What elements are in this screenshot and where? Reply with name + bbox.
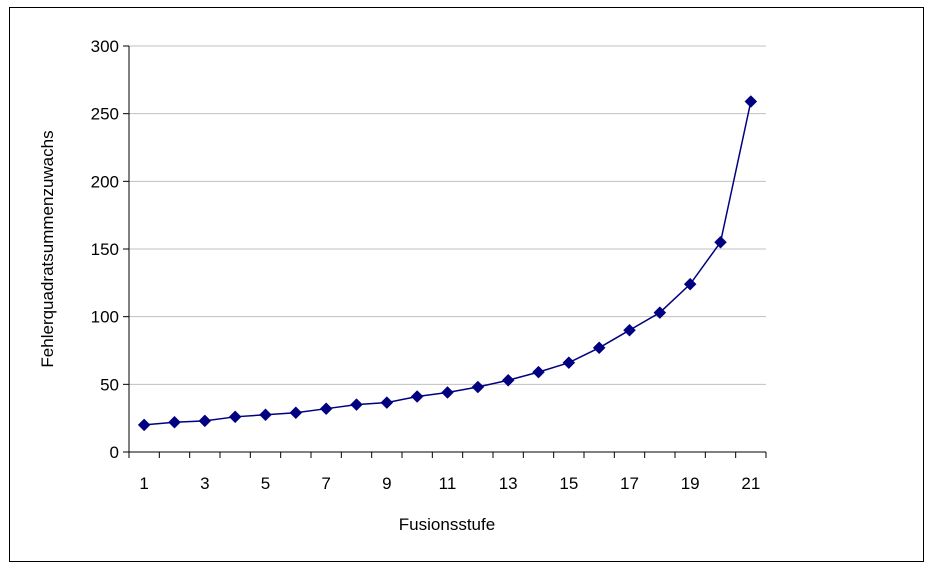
data-point [380,396,394,409]
data-point [501,373,515,387]
x-tick-label: 13 [499,474,518,493]
data-point [653,306,667,319]
data-point [471,380,485,394]
y-tick-label: 300 [91,37,119,56]
data-point [137,418,151,432]
y-axis-label: Fehlerquadratsummenzuwachs [38,130,57,367]
x-axis-label: Fusionsstufe [399,515,495,534]
x-tick-label: 11 [439,474,457,493]
x-tick-label: 19 [681,474,700,493]
data-point [683,277,697,291]
x-tick-label: 9 [382,474,391,493]
x-tick-label: 7 [321,474,330,493]
chart-frame: 0 50 100 150 200 250 300 1 3 5 7 9 11 13 15 17 19 21 Fus… [9,7,924,562]
x-tick-label: 21 [741,474,760,493]
y-tick-label: 0 [110,443,119,462]
grid-lines [129,45,766,385]
y-tick-label: 200 [91,172,119,191]
series-group [137,95,758,432]
data-point [592,341,606,355]
data-point [562,356,576,370]
data-point [289,406,303,420]
x-tick-label: 1 [139,474,148,493]
data-point [350,398,363,411]
data-point [319,402,333,416]
data-point [228,410,242,424]
y-tick-label: 250 [91,105,119,124]
x-ticks: 1 3 5 7 9 11 13 15 17 19 21 [128,452,767,493]
x-tick-label: 3 [200,474,209,493]
data-point [623,323,636,337]
data-point [441,386,454,399]
y-tick-label: 150 [91,240,119,259]
data-point [714,235,727,249]
x-tick-label: 17 [620,474,639,493]
data-point [532,365,545,379]
data-point [168,415,181,429]
x-tick-label: 5 [261,474,270,493]
data-point [198,414,212,428]
y-tick-label: 50 [100,375,119,394]
y-ticks: 0 50 100 150 200 250 300 [91,37,129,462]
y-tick-label: 100 [91,308,119,327]
data-point [744,95,758,108]
x-tick-label: 15 [559,474,578,493]
series-line [144,101,752,426]
data-point [259,408,272,422]
data-point [410,390,424,403]
